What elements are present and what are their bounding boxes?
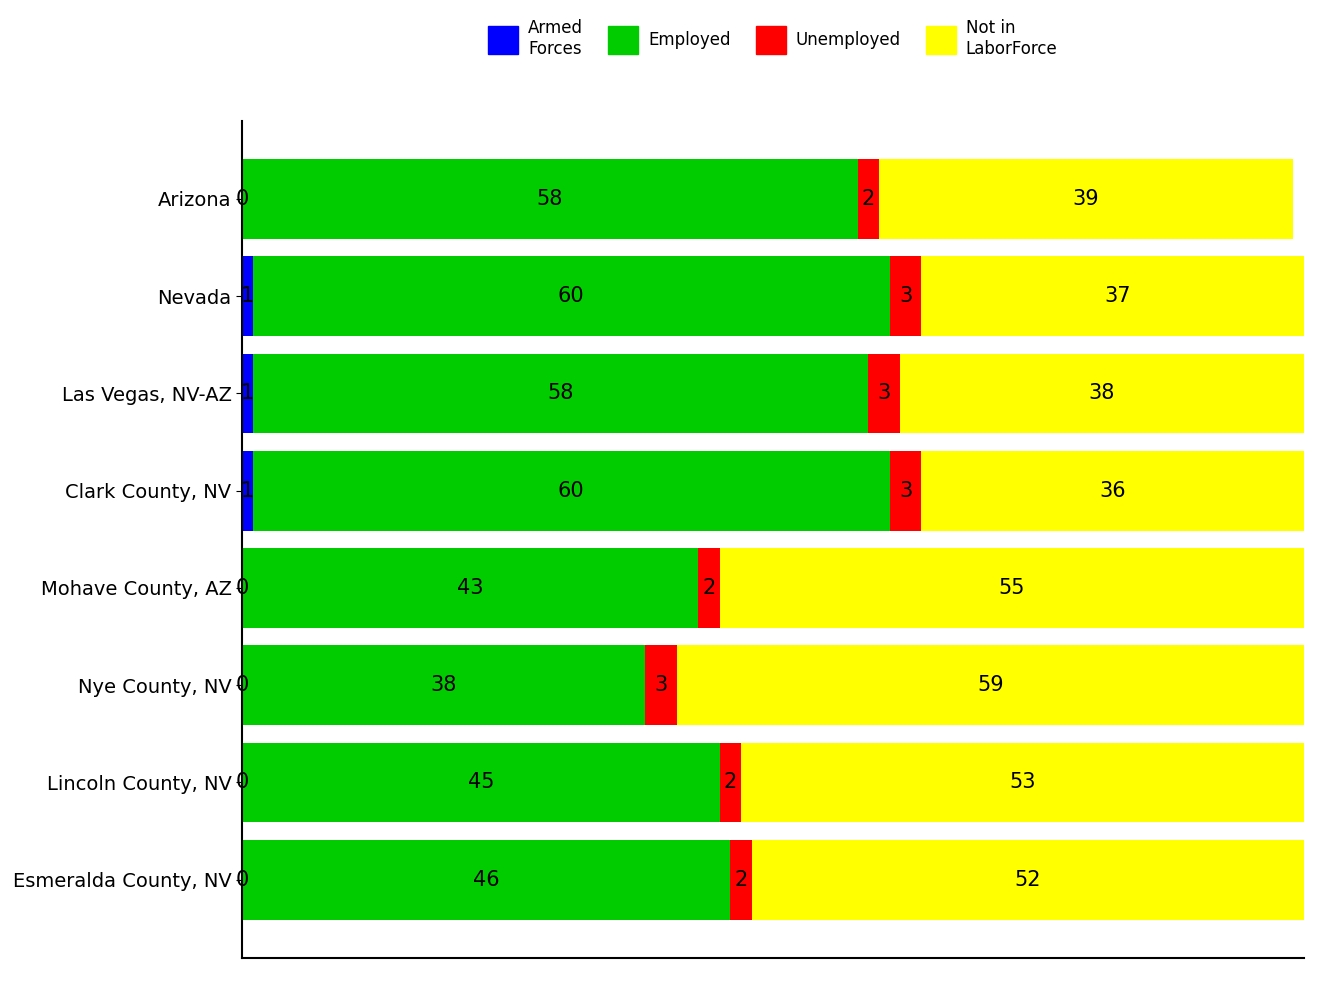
Text: 45: 45 bbox=[468, 772, 495, 792]
Bar bbox=[922, 256, 1314, 336]
Text: 46: 46 bbox=[473, 870, 500, 890]
Text: 53: 53 bbox=[1009, 772, 1036, 792]
Bar bbox=[857, 159, 879, 239]
Bar bbox=[242, 645, 645, 725]
Bar bbox=[730, 840, 751, 919]
Bar bbox=[242, 159, 857, 239]
Text: 1: 1 bbox=[241, 481, 254, 501]
Text: 0: 0 bbox=[235, 188, 249, 209]
Text: 59: 59 bbox=[977, 675, 1004, 696]
Text: 55: 55 bbox=[999, 578, 1025, 598]
Text: 52: 52 bbox=[1015, 870, 1040, 890]
Legend: Armed
Forces, Employed, Unemployed, Not in
LaborForce: Armed Forces, Employed, Unemployed, Not … bbox=[481, 12, 1064, 65]
Bar bbox=[242, 743, 720, 823]
Bar bbox=[253, 451, 890, 530]
Text: 0: 0 bbox=[235, 675, 249, 696]
Text: 60: 60 bbox=[558, 481, 585, 501]
Text: 0: 0 bbox=[235, 578, 249, 598]
Text: 0: 0 bbox=[235, 772, 249, 792]
Text: 58: 58 bbox=[547, 383, 574, 403]
Bar bbox=[242, 354, 253, 433]
Text: 3: 3 bbox=[655, 675, 668, 696]
Bar bbox=[645, 645, 677, 725]
Bar bbox=[242, 548, 699, 628]
Text: 37: 37 bbox=[1105, 286, 1132, 306]
Text: 58: 58 bbox=[536, 188, 563, 209]
Text: 0: 0 bbox=[235, 870, 249, 890]
Bar bbox=[741, 743, 1304, 823]
Bar bbox=[699, 548, 719, 628]
Text: 2: 2 bbox=[862, 188, 875, 209]
Text: 60: 60 bbox=[558, 286, 585, 306]
Bar bbox=[890, 256, 922, 336]
Bar bbox=[720, 743, 741, 823]
Bar bbox=[242, 256, 253, 336]
Text: 1: 1 bbox=[241, 286, 254, 306]
Bar bbox=[900, 354, 1304, 433]
Bar bbox=[253, 256, 890, 336]
Text: 2: 2 bbox=[703, 578, 716, 598]
Text: 2: 2 bbox=[723, 772, 737, 792]
Bar bbox=[720, 548, 1304, 628]
Bar bbox=[890, 451, 922, 530]
Text: 36: 36 bbox=[1099, 481, 1126, 501]
Bar bbox=[751, 840, 1304, 919]
Text: 2: 2 bbox=[734, 870, 747, 890]
Text: 3: 3 bbox=[878, 383, 891, 403]
Text: 3: 3 bbox=[899, 481, 913, 501]
Text: 38: 38 bbox=[430, 675, 457, 696]
Text: 43: 43 bbox=[457, 578, 484, 598]
Bar bbox=[868, 354, 900, 433]
Text: 39: 39 bbox=[1073, 188, 1099, 209]
Bar bbox=[242, 840, 730, 919]
Bar bbox=[253, 354, 868, 433]
Bar bbox=[242, 451, 253, 530]
Text: 1: 1 bbox=[241, 383, 254, 403]
Bar bbox=[677, 645, 1304, 725]
Bar bbox=[922, 451, 1304, 530]
Text: 3: 3 bbox=[899, 286, 913, 306]
Bar bbox=[879, 159, 1293, 239]
Text: 38: 38 bbox=[1089, 383, 1116, 403]
